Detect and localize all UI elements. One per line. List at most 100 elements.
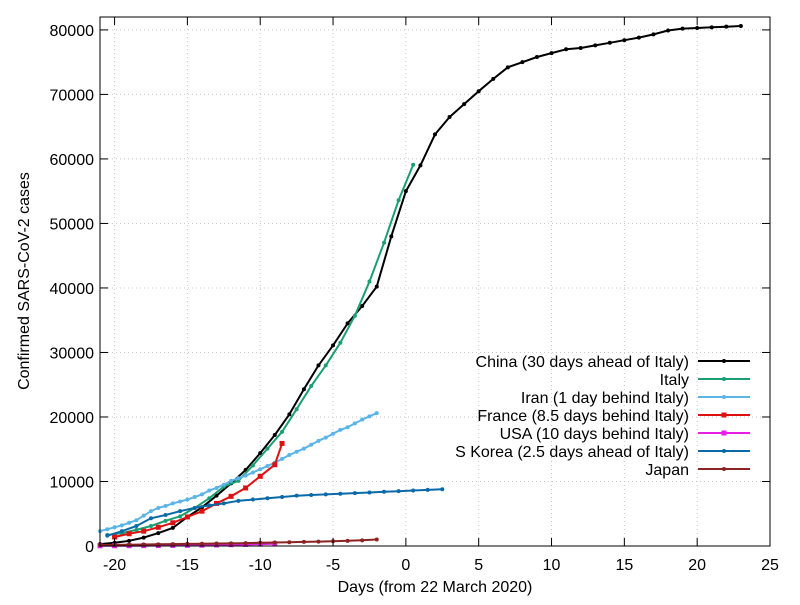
data-point <box>178 509 183 514</box>
legend-entry: Iran (1 day behind Italy) <box>521 390 750 407</box>
data-point <box>156 505 161 510</box>
data-point <box>323 492 328 497</box>
data-point <box>331 343 336 348</box>
data-point <box>374 537 379 542</box>
data-point <box>331 431 336 436</box>
x-tick-label: 10 <box>543 557 561 574</box>
y-tick-label: 70000 <box>50 87 95 104</box>
data-point <box>418 163 423 168</box>
data-point <box>695 25 700 30</box>
data-point <box>163 518 168 523</box>
data-point <box>207 488 212 493</box>
legend-marker <box>722 395 726 399</box>
legend-entry: China (30 days ahead of Italy) <box>476 354 750 371</box>
data-point <box>141 535 146 540</box>
data-point <box>316 438 321 443</box>
legend-entry: Japan <box>645 462 750 479</box>
data-point <box>279 440 285 446</box>
data-point <box>403 189 408 194</box>
data-point <box>272 540 277 545</box>
data-point <box>462 102 467 107</box>
data-point <box>250 463 255 468</box>
data-point <box>433 132 437 137</box>
data-point <box>367 279 372 284</box>
data-point <box>352 491 357 496</box>
data-point <box>192 505 197 510</box>
data-point <box>425 487 430 492</box>
y-tick-label: 30000 <box>50 345 95 362</box>
series-3 <box>112 440 285 540</box>
y-tick-label: 20000 <box>50 410 95 427</box>
data-point <box>170 520 176 526</box>
data-point <box>280 456 285 461</box>
data-point <box>309 493 314 498</box>
y-tick-label: 10000 <box>50 474 95 491</box>
data-point <box>221 482 226 487</box>
data-point <box>229 541 234 546</box>
data-point <box>170 501 175 506</box>
x-tick-label: -20 <box>103 557 126 574</box>
x-axis-label: Days (from 22 March 2020) <box>338 579 533 596</box>
data-point <box>207 503 212 508</box>
data-point <box>243 473 248 478</box>
data-point <box>141 513 146 518</box>
data-point <box>360 538 365 543</box>
series-1 <box>105 162 416 538</box>
data-point <box>214 485 219 490</box>
legend-label: China (30 days ahead of Italy) <box>476 354 689 371</box>
data-point <box>178 514 183 519</box>
data-point <box>127 520 132 525</box>
data-point <box>265 464 270 469</box>
data-point <box>184 514 190 520</box>
x-tick-label: 15 <box>615 557 633 574</box>
data-point <box>214 493 219 498</box>
data-point <box>680 26 685 31</box>
data-point <box>119 523 124 528</box>
data-point <box>148 516 153 521</box>
data-point <box>250 470 255 475</box>
x-tick-label: -10 <box>249 557 272 574</box>
data-point <box>243 485 249 491</box>
legend-entry: France (8.5 days behind Italy) <box>477 408 750 425</box>
data-point <box>338 427 343 432</box>
data-point <box>367 414 372 419</box>
data-point <box>127 538 132 543</box>
data-point <box>294 407 299 412</box>
data-point <box>666 28 671 33</box>
x-tick-label: 20 <box>688 557 706 574</box>
data-point <box>229 478 234 483</box>
data-point <box>607 40 612 45</box>
data-point <box>257 473 263 479</box>
data-point <box>389 234 394 239</box>
data-point <box>141 528 147 534</box>
data-point <box>185 497 190 502</box>
data-point <box>301 446 306 451</box>
data-point <box>505 65 510 70</box>
data-point <box>338 491 343 496</box>
series-line <box>99 538 377 546</box>
data-point <box>534 54 539 59</box>
data-point <box>338 340 343 345</box>
data-point <box>345 538 350 543</box>
data-point <box>236 476 241 481</box>
legend-entry: S Korea (2.5 days ahead of Italy) <box>455 444 750 461</box>
legend-marker <box>722 377 726 381</box>
data-point <box>593 43 598 48</box>
data-point <box>265 446 270 451</box>
data-point <box>250 497 255 502</box>
data-point <box>126 531 132 537</box>
data-point <box>105 527 110 532</box>
series-line <box>99 412 378 533</box>
data-point <box>178 499 183 504</box>
legend-entry: USA (10 days behind Italy) <box>500 426 750 443</box>
data-point <box>258 467 263 472</box>
data-point <box>323 363 328 368</box>
data-point <box>738 24 743 29</box>
data-point <box>243 541 248 546</box>
data-point <box>294 493 299 498</box>
x-tick-label: 25 <box>761 557 779 574</box>
data-point <box>148 524 153 529</box>
data-point <box>396 198 401 203</box>
